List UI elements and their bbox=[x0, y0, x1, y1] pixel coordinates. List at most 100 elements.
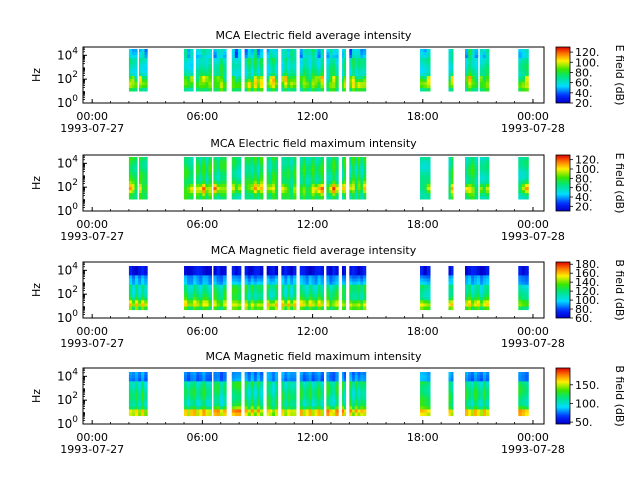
spectrogram-segment bbox=[326, 266, 339, 311]
spectrogram-segment bbox=[518, 157, 529, 200]
spectrogram-segment bbox=[213, 266, 227, 311]
colorbar-tick-label: 100. bbox=[575, 397, 600, 410]
x-tick-label: 18:00 bbox=[407, 325, 439, 338]
colorbar bbox=[555, 154, 571, 212]
x-tick-label: 18:00 bbox=[407, 431, 439, 444]
colorbar-tick-label: 40. bbox=[575, 191, 593, 204]
x-date-label: 1993-07-28 bbox=[501, 443, 565, 456]
spectrogram-segment bbox=[341, 49, 347, 92]
x-tick-label: 06:00 bbox=[187, 325, 219, 338]
x-tick-label: 18:00 bbox=[407, 110, 439, 123]
x-tick-label: 12:00 bbox=[297, 218, 329, 231]
colorbar-tick-label: 120. bbox=[575, 285, 600, 298]
spectrogram-segment bbox=[266, 49, 279, 92]
axes-frame bbox=[82, 154, 545, 212]
spectrogram-segment bbox=[281, 49, 297, 92]
x-tick-label: 00:00 bbox=[517, 110, 549, 123]
colorbar-tick-label: 20. bbox=[575, 97, 593, 110]
spectrogram-segment bbox=[213, 157, 227, 200]
spectrogram-segment bbox=[465, 157, 479, 200]
spectrogram-segment bbox=[244, 266, 264, 311]
spectrogram-segment bbox=[448, 49, 454, 92]
y-tick-label: 100 bbox=[57, 415, 78, 431]
spectrogram-segment bbox=[326, 372, 339, 417]
colorbar-tick-label: 100. bbox=[575, 294, 600, 307]
spectrogram-segment bbox=[231, 49, 242, 92]
y-tick-label: 102 bbox=[57, 285, 78, 301]
spectrogram-segment bbox=[184, 49, 194, 92]
spectrogram-segment bbox=[266, 157, 279, 200]
spectrogram-segment bbox=[518, 372, 529, 417]
colorbar-tick-label: 120. bbox=[575, 154, 600, 167]
x-tick-label: 06:00 bbox=[187, 431, 219, 444]
spectrogram-segment bbox=[479, 49, 490, 92]
colorbar-tick-label: 100. bbox=[575, 163, 600, 176]
y-tick-label: 104 bbox=[57, 46, 78, 62]
spectrogram-segment bbox=[244, 372, 264, 417]
colorbar bbox=[555, 367, 571, 425]
spectrogram-segment bbox=[420, 49, 431, 92]
spectrogram-segment bbox=[128, 157, 138, 200]
x-tick-label: 12:00 bbox=[297, 325, 329, 338]
y-tick-label: 104 bbox=[57, 367, 78, 383]
colorbar-tick-label: 80. bbox=[575, 303, 593, 316]
colorbar-tick-label: 20. bbox=[575, 200, 593, 213]
x-tick-label: 00:00 bbox=[76, 110, 108, 123]
spectrogram-segment bbox=[465, 372, 490, 417]
x-date-label: 1993-07-28 bbox=[501, 230, 565, 243]
y-tick-label: 104 bbox=[57, 154, 78, 170]
chart-panel-2: MCA Electric field maximum intensity 100 1… bbox=[30, 137, 626, 243]
spectrogram-segment bbox=[184, 372, 212, 417]
colorbar bbox=[555, 46, 571, 104]
colorbar-label: E field (dB) bbox=[613, 153, 626, 214]
spectrogram-segment bbox=[244, 49, 264, 92]
spectrogram-segment bbox=[213, 49, 227, 92]
colorbar-tick-label: 60. bbox=[575, 77, 593, 90]
spectrogram-segment bbox=[281, 372, 297, 417]
colorbar-tick-label: 60. bbox=[575, 182, 593, 195]
colorbar-tick-label: 80. bbox=[575, 172, 593, 185]
y-tick-label: 102 bbox=[57, 70, 78, 86]
chart-panel-3: MCA Magnetic field average intensity 100 1… bbox=[30, 244, 626, 350]
x-tick-label: 06:00 bbox=[187, 218, 219, 231]
y-tick-label: 102 bbox=[57, 178, 78, 194]
y-axis-label: Hz bbox=[30, 283, 43, 297]
spectrogram-segment bbox=[231, 266, 242, 311]
axes-frame bbox=[82, 367, 545, 425]
spectrogram-segment bbox=[184, 157, 194, 200]
spectrogram-segment bbox=[448, 157, 454, 200]
spectrogram-segment bbox=[195, 157, 212, 200]
colorbar-label: B field (dB) bbox=[613, 259, 626, 320]
y-tick-label: 100 bbox=[57, 202, 78, 218]
spectrogram-segment bbox=[128, 49, 138, 92]
panel-title: MCA Electric field maximum intensity bbox=[210, 137, 417, 150]
axes-frame bbox=[82, 46, 545, 104]
y-axis-label: Hz bbox=[30, 176, 43, 190]
spectrogram-segment bbox=[128, 372, 148, 417]
spectrogram-segment bbox=[281, 266, 297, 311]
spectrogram-segment bbox=[244, 157, 264, 200]
axes-frame bbox=[82, 261, 545, 319]
colorbar bbox=[555, 261, 571, 319]
x-tick-label: 00:00 bbox=[76, 325, 108, 338]
spectrogram-segment bbox=[128, 266, 148, 311]
spectrogram-segment bbox=[341, 372, 347, 417]
spectrogram-segment bbox=[281, 157, 297, 200]
x-tick-label: 06:00 bbox=[187, 110, 219, 123]
spectrogram-segment bbox=[349, 157, 367, 200]
colorbar-tick-label: 150. bbox=[575, 379, 600, 392]
x-tick-label: 00:00 bbox=[517, 325, 549, 338]
spectrogram-segment bbox=[479, 157, 490, 200]
x-tick-label: 00:00 bbox=[76, 218, 108, 231]
spectrogram-segment bbox=[139, 49, 148, 92]
colorbar-label: E field (dB) bbox=[613, 45, 626, 106]
spectrogram-segment bbox=[341, 266, 347, 311]
colorbar-tick-label: 50. bbox=[575, 416, 593, 429]
spectrogram-segment bbox=[299, 266, 324, 311]
colorbar-tick-label: 40. bbox=[575, 87, 593, 100]
spectrogram-segment bbox=[326, 157, 339, 200]
colorbar-tick-label: 100. bbox=[575, 56, 600, 69]
spectrogram-segment bbox=[349, 49, 367, 92]
spectrogram-segment bbox=[213, 372, 227, 417]
x-tick-label: 12:00 bbox=[297, 110, 329, 123]
